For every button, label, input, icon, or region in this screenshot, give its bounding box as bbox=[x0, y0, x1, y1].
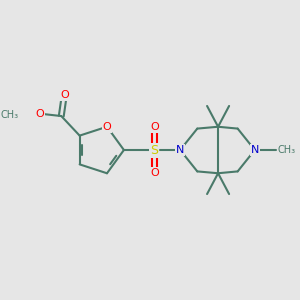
Text: O: O bbox=[60, 90, 69, 100]
Text: CH₃: CH₃ bbox=[1, 110, 19, 120]
Text: O: O bbox=[35, 109, 44, 118]
Text: O: O bbox=[150, 168, 159, 178]
Text: S: S bbox=[151, 143, 158, 157]
Text: N: N bbox=[250, 145, 259, 155]
Text: CH₃: CH₃ bbox=[278, 145, 296, 155]
Text: O: O bbox=[150, 122, 159, 132]
Text: O: O bbox=[103, 122, 111, 132]
Text: N: N bbox=[176, 145, 184, 155]
